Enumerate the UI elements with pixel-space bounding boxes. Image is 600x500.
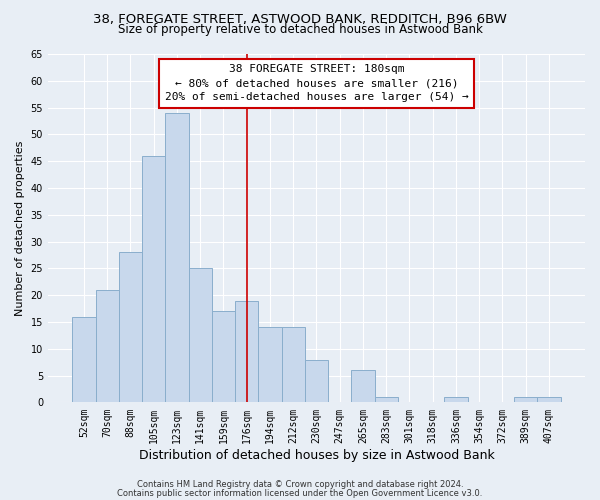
Y-axis label: Number of detached properties: Number of detached properties [15,140,25,316]
Bar [374,397,398,402]
Text: 38 FOREGATE STREET: 180sqm
← 80% of detached houses are smaller (216)
20% of sem: 38 FOREGATE STREET: 180sqm ← 80% of deta… [164,64,469,102]
Text: Contains HM Land Registry data © Crown copyright and database right 2024.: Contains HM Land Registry data © Crown c… [137,480,463,489]
Text: Size of property relative to detached houses in Astwood Bank: Size of property relative to detached ho… [118,22,482,36]
Text: Contains public sector information licensed under the Open Government Licence v3: Contains public sector information licen… [118,488,482,498]
Bar [538,397,560,402]
Bar [514,397,538,402]
Bar [281,328,305,402]
Bar [305,360,328,403]
Bar [166,113,188,403]
Text: 38, FOREGATE STREET, ASTWOOD BANK, REDDITCH, B96 6BW: 38, FOREGATE STREET, ASTWOOD BANK, REDDI… [93,12,507,26]
Bar [259,328,281,402]
Bar [235,300,259,402]
Bar [73,316,95,402]
Bar [212,312,235,402]
Bar [119,252,142,402]
X-axis label: Distribution of detached houses by size in Astwood Bank: Distribution of detached houses by size … [139,450,494,462]
Bar [142,156,166,402]
Bar [95,290,119,403]
Bar [352,370,374,402]
Bar [188,268,212,402]
Bar [445,397,467,402]
